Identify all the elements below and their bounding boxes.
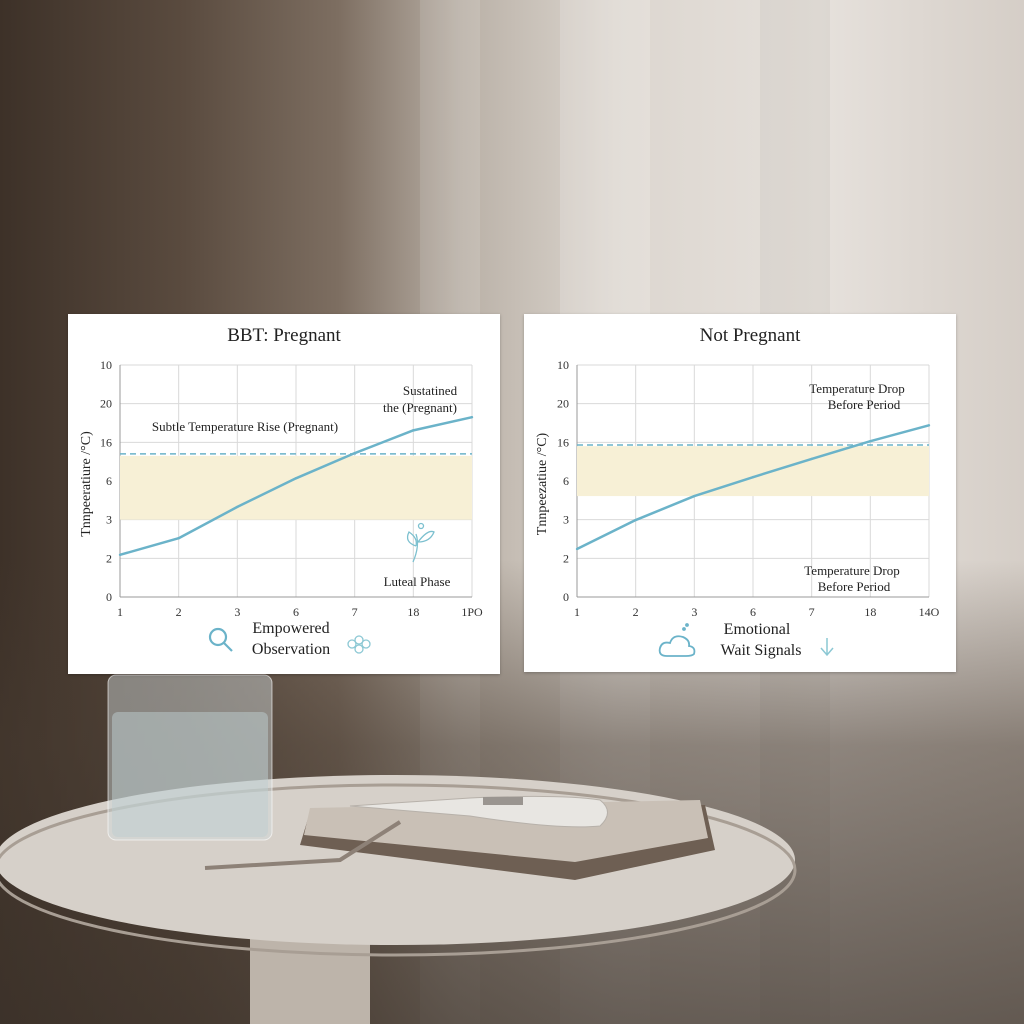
- data-point: [177, 537, 180, 540]
- y-tick-label: 6: [563, 474, 569, 488]
- y-tick-label: 0: [106, 590, 112, 604]
- data-point: [412, 429, 415, 432]
- data-point: [118, 553, 122, 557]
- phase-band: [577, 446, 929, 497]
- x-tick-label: 7: [352, 605, 358, 619]
- annotation-luteal: Luteal Phase: [384, 574, 451, 589]
- water: [112, 712, 268, 837]
- y-tick-label: 0: [563, 590, 569, 604]
- data-point: [751, 475, 755, 479]
- thermometer: [349, 795, 608, 828]
- magnifier-icon: [208, 627, 233, 652]
- x-tick-label: 3: [691, 605, 697, 619]
- data-point: [927, 424, 931, 427]
- x-tick-label: 2: [176, 605, 182, 619]
- footer-line-1: Empowered: [252, 620, 329, 637]
- data-point: [810, 457, 813, 461]
- chart-title: BBT: Pregnant: [227, 325, 341, 346]
- footer-line-2: Observation: [252, 641, 330, 658]
- data-point: [575, 547, 579, 551]
- chart-title: Not Pregnant: [700, 325, 802, 346]
- data-point: [693, 494, 696, 498]
- x-tick-label: 7: [809, 605, 815, 619]
- x-tick-label: 2: [633, 605, 639, 619]
- y-tick-label: 3: [106, 513, 112, 527]
- data-point: [294, 477, 298, 480]
- y-tick-label: 6: [106, 474, 112, 488]
- annotation-top: Temperature Drop: [809, 381, 904, 396]
- y-tick-label: 3: [563, 513, 569, 527]
- data-point: [236, 505, 239, 509]
- x-tick-label: 14O: [919, 605, 940, 619]
- data-point: [470, 416, 474, 419]
- x-tick-label: 18: [407, 605, 419, 619]
- annotation-bottom-2: Before Period: [818, 579, 891, 594]
- annotation-sustained: Sustatined: [403, 383, 458, 398]
- x-tick-label: 3: [234, 605, 240, 619]
- bookmark-ribbon: [204, 820, 402, 870]
- y-tick-label: 20: [557, 397, 569, 411]
- cloud-icon: [658, 623, 696, 657]
- annotation-bottom: Temperature Drop: [804, 563, 899, 578]
- x-tick-label: 6: [750, 605, 756, 619]
- sprout-icon: [406, 522, 435, 563]
- chart-not-pregnant: Not Pregnant 1 2 3 6 7 18 14O 0 2 3 6 16 20 10 Tnnpee…: [535, 325, 940, 659]
- thermometer-display: [483, 797, 523, 805]
- data-point: [634, 518, 637, 522]
- y-tick-label: 2: [106, 551, 112, 565]
- chart-pregnant: BBT: Pregnant 1 2 3 6 7 18 1PO 0 2 3 6 16 20 10 Tnnpe…: [79, 325, 483, 658]
- table-edge: [0, 783, 797, 957]
- data-point: [869, 439, 872, 443]
- annotation-sustained-2: the (Pregnant): [383, 400, 457, 415]
- y-axis-label: Tnnpeeratiure /°C): [79, 431, 94, 537]
- flower-icon: [347, 635, 371, 654]
- y-tick-label: 16: [100, 435, 112, 449]
- y-tick-label: 10: [100, 358, 112, 372]
- x-tick-label: 18: [864, 605, 876, 619]
- y-tick-label: 2: [563, 551, 569, 565]
- x-tick-label: 1: [574, 605, 580, 619]
- y-tick-label: 16: [557, 435, 569, 449]
- footer-line-1: Emotional: [724, 621, 791, 638]
- x-tick-label: 1PO: [461, 605, 483, 619]
- chart-card-not-pregnant: Not Pregnant 1 2 3 6 7 18 14O 0 2 3 6 16 20 10 Tnnpee…: [524, 314, 956, 672]
- data-point: [353, 451, 356, 455]
- down-arrow-icon: [820, 638, 834, 657]
- y-tick-label: 20: [100, 397, 112, 411]
- y-tick-label: 10: [557, 358, 569, 372]
- y-axis-label: Tnnpeezatiue /°C): [535, 432, 550, 535]
- x-tick-label: 1: [117, 605, 123, 619]
- footer-line-2: Wait Signals: [721, 642, 802, 659]
- annotation-top-2: Before Period: [828, 397, 901, 412]
- x-tick-label: 6: [293, 605, 299, 619]
- chart-card-pregnant: BBT: Pregnant 1 2 3 6 7 18 1PO 0 2 3 6 16 20 10 Tnnpe…: [68, 314, 500, 674]
- annotation-rise: Subtle Temperature Rise (Pregnant): [152, 419, 338, 434]
- phase-band: [120, 455, 472, 520]
